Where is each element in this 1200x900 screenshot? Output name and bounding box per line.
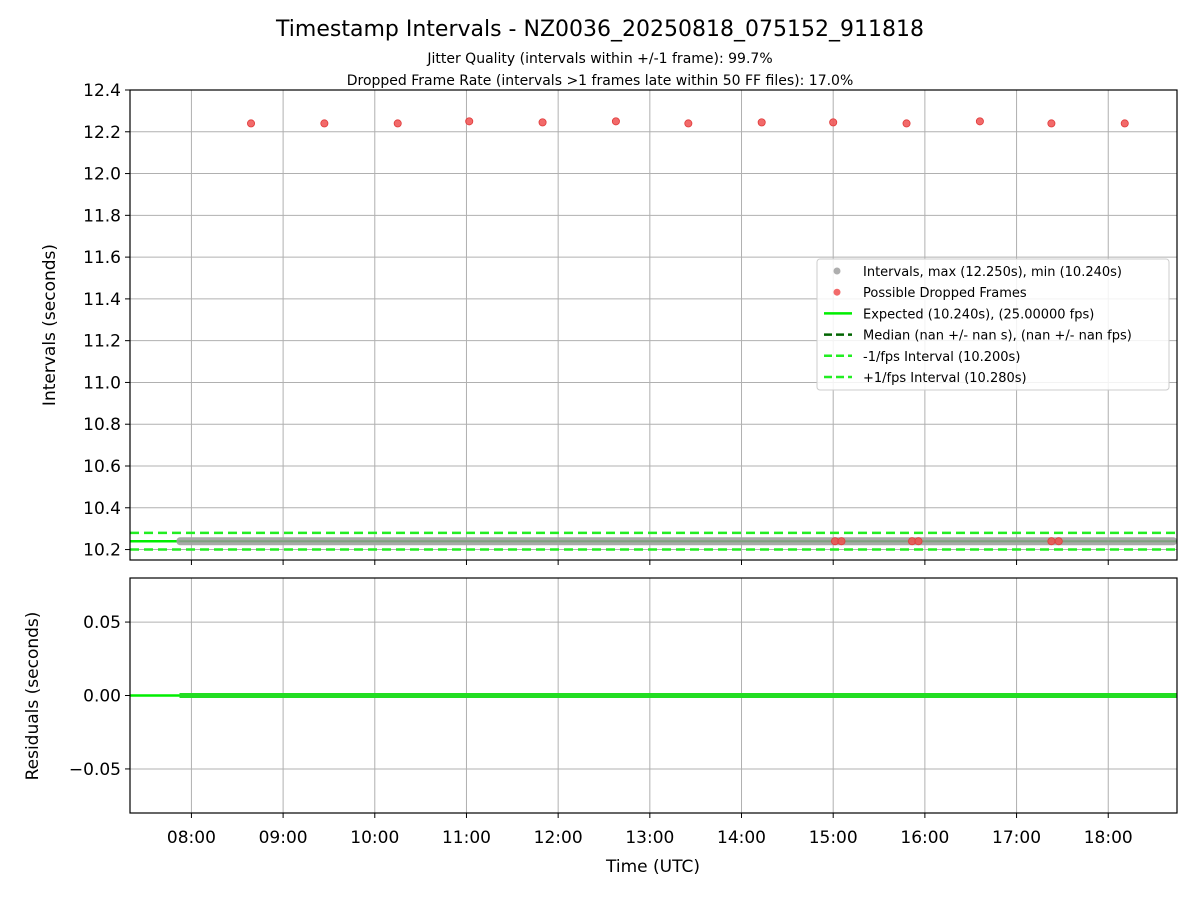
legend-label: Expected (10.240s), (25.00000 fps) <box>863 307 1094 322</box>
chart-subtitle-dropped: Dropped Frame Rate (intervals >1 frames … <box>347 73 854 89</box>
residuals-y-axis-label: Residuals (seconds) <box>23 612 43 781</box>
x-tick-label: 08:00 <box>167 828 216 848</box>
intervals-y-tick-label: 10.4 <box>83 499 121 519</box>
intervals-y-tick-label: 12.2 <box>83 123 121 143</box>
dropped-frame-point <box>684 119 693 128</box>
chart-subtitle-jitter: Jitter Quality (intervals within +/-1 fr… <box>426 51 772 67</box>
intervals-y-tick-label: 12.0 <box>83 165 121 185</box>
intervals-y-tick-label: 11.2 <box>83 332 121 352</box>
x-tick-label: 09:00 <box>259 828 308 848</box>
dropped-frame-point <box>611 117 620 126</box>
legend-label: Median (nan +/- nan s), (nan +/- nan fps… <box>863 329 1132 344</box>
dropped-frame-point <box>914 537 923 546</box>
x-tick-label: 17:00 <box>992 828 1041 848</box>
dropped-frame-point <box>1054 537 1063 546</box>
x-tick-label: 16:00 <box>900 828 949 848</box>
intervals-y-tick-label: 11.4 <box>83 290 121 310</box>
residuals-y-tick-label: 0.05 <box>83 613 121 633</box>
dropped-frame-point <box>247 119 256 128</box>
dropped-frame-point <box>837 537 846 546</box>
dropped-frame-point <box>757 118 766 127</box>
x-tick-label: 14:00 <box>717 828 766 848</box>
legend-label: +1/fps Interval (10.280s) <box>863 371 1027 386</box>
residuals-frame <box>129 577 1178 814</box>
dropped-frame-point <box>902 119 911 128</box>
dropped-frame-point <box>465 117 474 126</box>
intervals-y-tick-label: 11.6 <box>83 248 121 268</box>
intervals-y-tick-label: 11.0 <box>83 373 121 393</box>
dropped-frame-point <box>975 117 984 126</box>
residuals-y-tick-label: 0.00 <box>83 687 121 707</box>
legend-label: -1/fps Interval (10.200s) <box>863 350 1020 365</box>
dropped-frame-point <box>1120 119 1129 128</box>
intervals-y-axis-label: Intervals (seconds) <box>40 244 60 406</box>
x-axis-label: Time (UTC) <box>605 857 700 877</box>
intervals-y-tick-label: 12.4 <box>83 81 121 101</box>
intervals-frame <box>129 89 1178 561</box>
dropped-frame-point <box>393 119 402 128</box>
intervals-y-tick-label: 10.2 <box>83 541 121 561</box>
dropped-frame-point <box>538 118 547 127</box>
x-tick-label: 12:00 <box>534 828 583 848</box>
legend-marker <box>833 267 841 275</box>
dropped-frame-point <box>320 119 329 128</box>
residuals-y-tick-label: −0.05 <box>69 760 121 780</box>
intervals-y-tick-label: 10.8 <box>83 415 121 435</box>
x-tick-label: 18:00 <box>1084 828 1133 848</box>
legend: Intervals, max (12.250s), min (10.240s) P… <box>816 258 1170 391</box>
x-tick-label: 15:00 <box>809 828 858 848</box>
legend-marker <box>833 288 841 296</box>
residuals-band <box>179 693 1177 698</box>
intervals-y-tick-label: 11.8 <box>83 206 121 226</box>
legend-label: Intervals, max (12.250s), min (10.240s) <box>863 265 1122 280</box>
x-tick-label: 10:00 <box>350 828 399 848</box>
legend-box <box>816 258 1170 391</box>
intervals-y-tick-label: 10.6 <box>83 457 121 477</box>
dropped-frame-point <box>1047 119 1056 128</box>
x-tick-label: 11:00 <box>442 828 491 848</box>
legend-label: Possible Dropped Frames <box>863 286 1027 301</box>
dropped-frame-point <box>1047 537 1056 546</box>
residuals-panel: 08:00 09:00 10:00 11:00 12:00 13:00 14:00 15:00… <box>69 577 1178 848</box>
dropped-frame-point <box>829 118 838 127</box>
chart-title: Timestamp Intervals - NZ0036_20250818_07… <box>275 17 924 42</box>
x-tick-label: 13:00 <box>625 828 674 848</box>
